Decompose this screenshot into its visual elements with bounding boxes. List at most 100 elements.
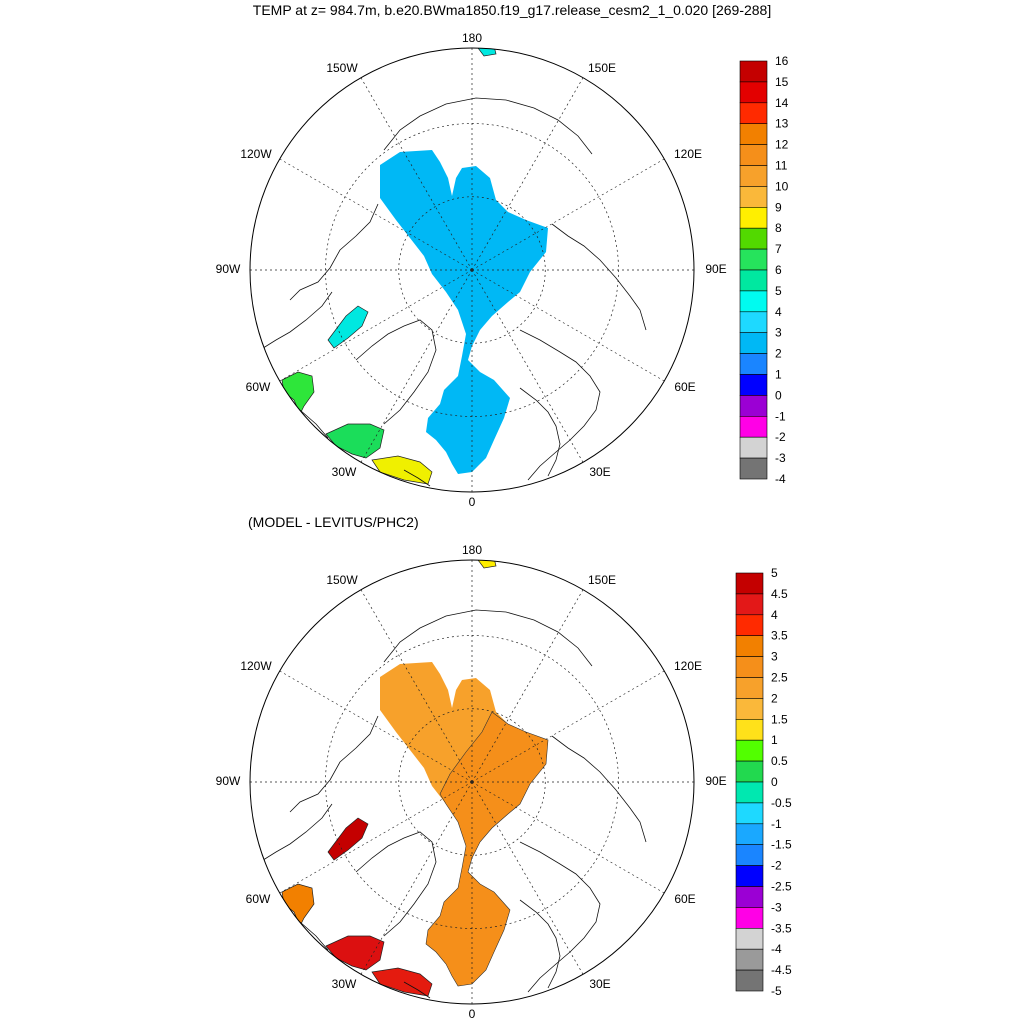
coastline-8 bbox=[299, 409, 329, 439]
coastline-1 bbox=[259, 803, 333, 863]
colorbar-cell-2 bbox=[739, 102, 768, 125]
latitude-circle-0 bbox=[398, 708, 546, 856]
colorbar-cell-1 bbox=[735, 593, 764, 616]
lon-label-180: 180 bbox=[462, 31, 482, 45]
patch-bering bbox=[477, 48, 497, 57]
colorbar-tick-9: 7 bbox=[775, 242, 782, 256]
colorbar-cell-17 bbox=[735, 927, 764, 950]
patch-baffin bbox=[327, 817, 369, 861]
colorbar-tick-20: -4 bbox=[775, 472, 786, 486]
coastline-7 bbox=[403, 469, 431, 487]
colorbar-cell-4 bbox=[739, 144, 768, 166]
colorbar-cell-7 bbox=[735, 719, 764, 741]
patch-baffin bbox=[327, 305, 369, 349]
map-group bbox=[249, 47, 695, 493]
difference-subtitle: (MODEL - LEVITUS/PHC2) bbox=[248, 514, 419, 530]
colorbar-tick-5: 2.5 bbox=[771, 671, 788, 685]
colorbar-tick-2: 14 bbox=[775, 96, 789, 110]
coastline-6 bbox=[519, 899, 561, 989]
colorbar-tick-3: 3.5 bbox=[771, 629, 788, 643]
colorbar-tick-12: 4 bbox=[775, 305, 782, 319]
lon-label-0: 0 bbox=[469, 495, 476, 509]
meridian-5 bbox=[471, 269, 584, 463]
colorbar-cell-13 bbox=[735, 844, 764, 866]
lon-label-90w: 90W bbox=[216, 262, 241, 276]
lon-label-180: 180 bbox=[462, 543, 482, 557]
colorbar-tick-7: 9 bbox=[775, 200, 782, 214]
colorbar-cell-4 bbox=[735, 656, 764, 678]
lon-label-120w: 120W bbox=[240, 147, 272, 161]
colorbar-tick-6: 10 bbox=[775, 179, 789, 193]
lon-label-90e: 90E bbox=[705, 774, 726, 788]
colorbar-tick-3: 13 bbox=[775, 117, 789, 131]
colorbar-cell-16 bbox=[735, 907, 764, 929]
colorbar-cell-9 bbox=[735, 760, 764, 783]
colorbar-tick-1: 4.5 bbox=[771, 587, 788, 601]
colorbar-cell-8 bbox=[735, 739, 764, 762]
colorbar-cell-0 bbox=[739, 60, 768, 83]
colorbar-tick-19: -4.5 bbox=[771, 963, 792, 977]
colorbar-cell-11 bbox=[739, 290, 768, 313]
colorbar-cell-17 bbox=[739, 415, 768, 438]
colorbar-tick-13: -1.5 bbox=[771, 838, 792, 852]
colorbar-cell-5 bbox=[739, 165, 768, 187]
meridian-4 bbox=[471, 269, 665, 382]
colorbar-tick-14: -2 bbox=[771, 859, 782, 873]
patch-atlantic-mid bbox=[325, 935, 385, 971]
colorbar-tick-11: -0.5 bbox=[771, 796, 792, 810]
colorbar-cell-9 bbox=[739, 248, 768, 271]
colorbar-tick-5: 11 bbox=[775, 159, 788, 173]
panel-model-minus-levitus: 180 150E 120E 90E 60E 30E 0 30W 60W 90W … bbox=[0, 512, 1024, 1024]
colorbar-cell-15 bbox=[735, 886, 764, 908]
colorbar-tick-0: 16 bbox=[775, 54, 789, 68]
lon-label-120w: 120W bbox=[240, 659, 272, 673]
map-clip-group bbox=[250, 48, 694, 492]
map-border bbox=[249, 559, 695, 1005]
colorbar-cell-12 bbox=[735, 823, 764, 845]
coastline-2 bbox=[355, 831, 437, 937]
colorbar-cell-10 bbox=[739, 269, 768, 292]
panel-model-temperature: 180 150E 120E 90E 60E 30E 0 30W 60W 90W … bbox=[216, 31, 789, 509]
colorbar-cell-15 bbox=[739, 374, 768, 396]
colorbar-tick-6: 2 bbox=[771, 691, 778, 705]
colorbar-tick-10: 6 bbox=[775, 263, 782, 277]
colorbar-cell-7 bbox=[739, 207, 768, 229]
patch-atlantic-south bbox=[371, 455, 433, 485]
map-border bbox=[249, 47, 695, 493]
meridian-8 bbox=[279, 781, 473, 894]
lon-label-150w: 150W bbox=[326, 573, 358, 587]
colorbar-difference: 5 4.5 4 3.5 3 2.5 2 1.5 1 0.5 0 -0.5 -1 -1.5 -2 -2.5 -3 -… bbox=[735, 566, 792, 998]
coastline-2 bbox=[355, 319, 437, 425]
map-clip-group bbox=[250, 560, 694, 1004]
colorbar-tick-9: 0.5 bbox=[771, 754, 788, 768]
meridian-11 bbox=[360, 77, 473, 271]
colorbar-cell-11 bbox=[735, 802, 764, 825]
colorbar-cell-2 bbox=[735, 614, 764, 637]
meridian-4 bbox=[471, 781, 665, 894]
colorbar-tick-8: 1 bbox=[771, 733, 778, 747]
lon-label-60e: 60E bbox=[674, 892, 695, 906]
colorbar-tick-11: 5 bbox=[775, 284, 782, 298]
coastline-0 bbox=[289, 203, 379, 301]
colorbar-tick-0: 5 bbox=[771, 566, 778, 580]
colorbar-cell-12 bbox=[739, 311, 768, 333]
coastline-3 bbox=[519, 329, 601, 481]
lon-label-60e: 60E bbox=[674, 380, 695, 394]
colorbar-cell-13 bbox=[739, 332, 768, 354]
lon-label-150e: 150E bbox=[588, 573, 616, 587]
colorbar-tick-19: -3 bbox=[775, 451, 786, 465]
colorbar-cell-19 bbox=[739, 457, 768, 480]
colorbar-cell-16 bbox=[739, 395, 768, 417]
colorbar-cell-5 bbox=[735, 677, 764, 699]
colorbar-cell-14 bbox=[739, 353, 768, 375]
colorbar-cell-18 bbox=[739, 436, 768, 459]
colorbar-cell-6 bbox=[739, 186, 768, 208]
lon-label-150e: 150E bbox=[588, 61, 616, 75]
colorbar-tick-16: -3 bbox=[771, 900, 782, 914]
figure-title: TEMP at z= 984.7m, b.e20.BWma1850.f19_g1… bbox=[252, 2, 772, 18]
coastline-7 bbox=[403, 981, 431, 999]
colorbar-cell-8 bbox=[739, 227, 768, 250]
colorbar-tick-13: 3 bbox=[775, 326, 782, 340]
colorbar-cell-6 bbox=[735, 698, 764, 720]
